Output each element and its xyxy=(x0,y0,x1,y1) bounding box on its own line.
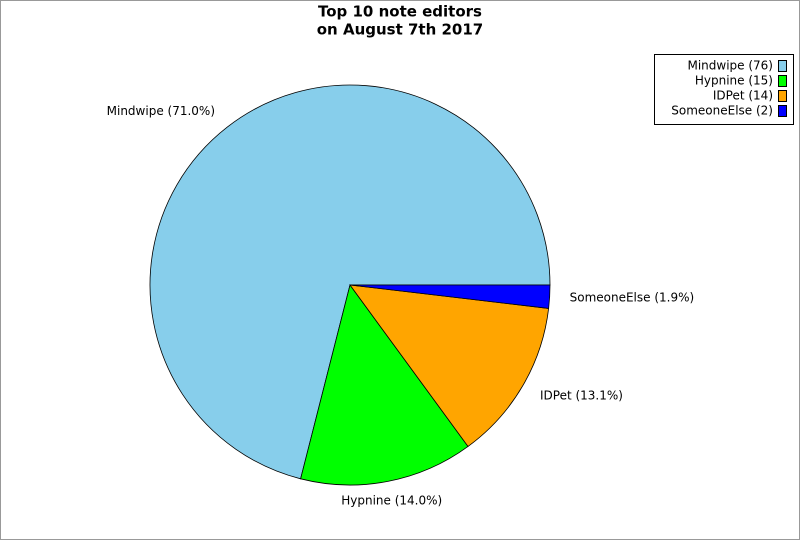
chart-title: on August 7th 2017 xyxy=(317,21,484,39)
slice-label: Hypnine (14.0%) xyxy=(341,494,442,508)
legend-box xyxy=(654,54,794,125)
legend-swatch xyxy=(778,105,787,117)
legend-label: IDPet (14) xyxy=(713,89,773,103)
pie-slice xyxy=(349,284,550,448)
legend-swatch xyxy=(778,90,787,102)
legend-swatch xyxy=(778,60,787,72)
pie-slice xyxy=(300,284,469,486)
pie-slice xyxy=(349,284,551,309)
legend-label: SomeoneElse (2) xyxy=(671,104,773,118)
legend-swatch xyxy=(778,75,787,87)
legend-label: Mindwipe (76) xyxy=(687,59,773,73)
slice-label: Mindwipe (71.0%) xyxy=(107,104,215,118)
chart-title: Top 10 note editors xyxy=(318,3,482,21)
pie-slice xyxy=(149,84,551,480)
legend-label: Hypnine (15) xyxy=(695,74,773,88)
slice-label: SomeoneElse (1.9%) xyxy=(570,290,695,304)
slice-label: IDPet (13.1%) xyxy=(540,388,623,402)
